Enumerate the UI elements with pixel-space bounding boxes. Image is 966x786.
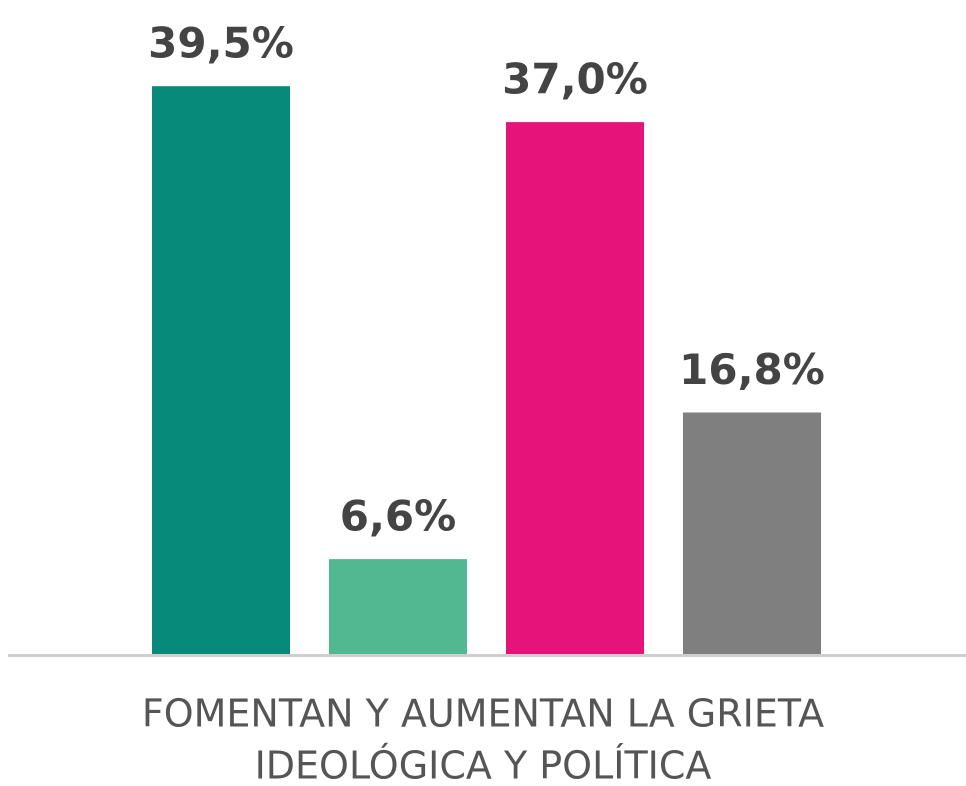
x-axis-label: FOMENTAN Y AUMENTAN LA GRIETA	[142, 692, 824, 736]
value-label: 37,0%	[502, 55, 648, 104]
value-label: 6,6%	[340, 492, 456, 541]
bar	[506, 122, 644, 654]
bar	[152, 86, 290, 654]
value-label: 16,8%	[679, 345, 825, 394]
x-axis-label: IDEOLÓGICA Y POLÍTICA	[255, 744, 712, 786]
bar	[329, 559, 467, 654]
bar	[683, 412, 821, 654]
value-label: 39,5%	[148, 19, 294, 68]
